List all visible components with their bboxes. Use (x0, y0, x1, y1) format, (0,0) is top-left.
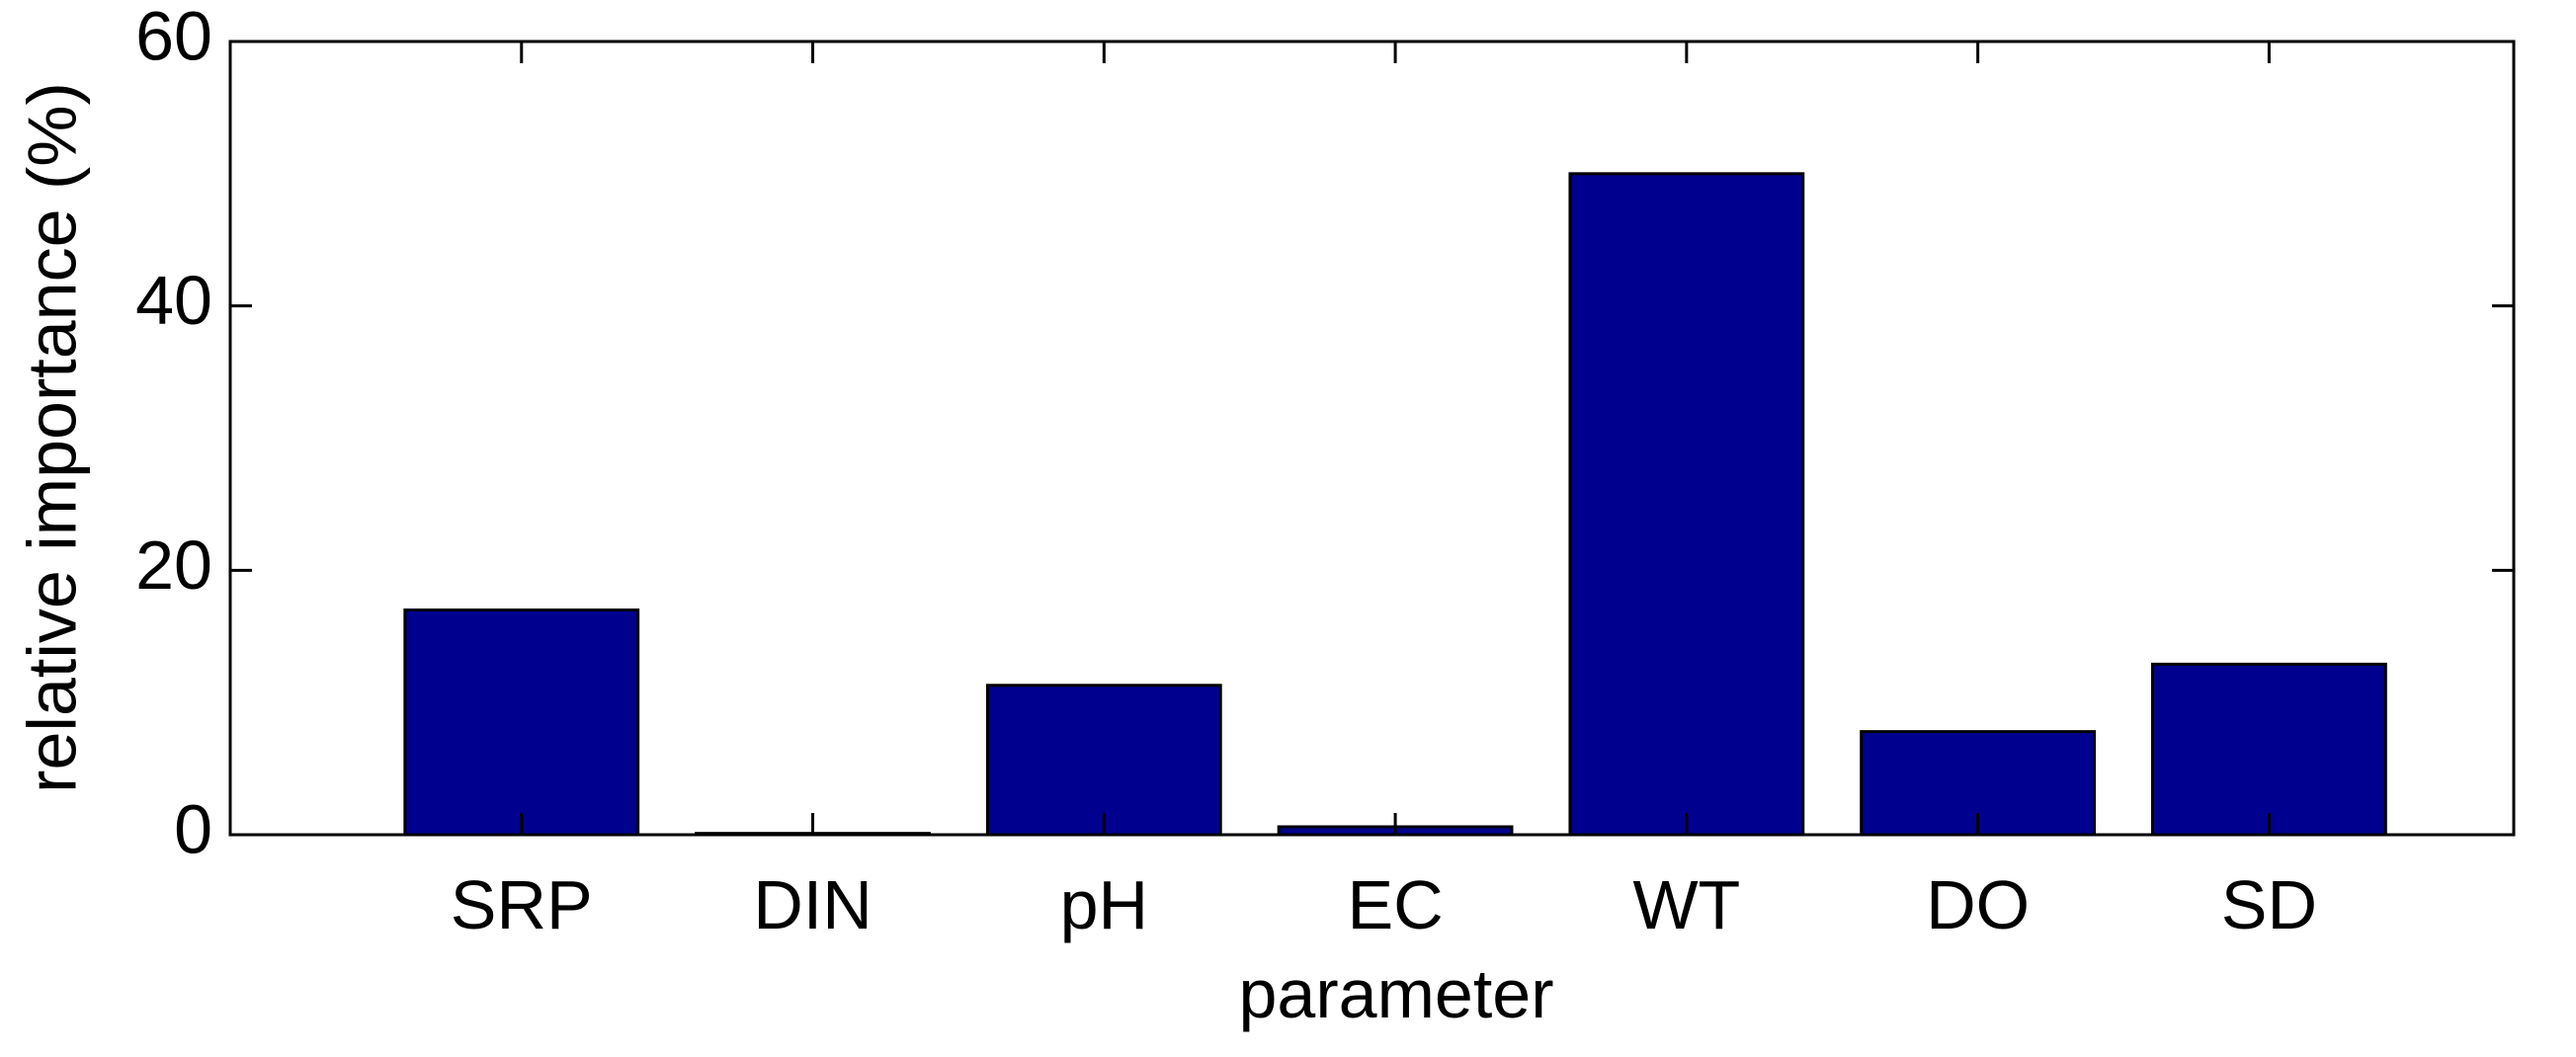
y-tick-label: 40 (135, 262, 212, 339)
x-tick-label: EC (1347, 866, 1443, 943)
y-tick-label: 0 (174, 790, 212, 867)
bar (985, 684, 1222, 837)
x-tick-label: DO (1926, 866, 2030, 943)
x-tick-label: SD (2221, 866, 2317, 943)
x-axis-label: parameter (1238, 955, 1553, 1032)
x-tick-label: pH (1060, 866, 1148, 943)
y-axis-label: relative importance (%) (13, 82, 90, 793)
y-tick-label: 20 (135, 527, 212, 604)
x-tick-label: WT (1632, 866, 1740, 943)
x-tick-label: SRP (451, 866, 593, 943)
bar (2150, 662, 2387, 837)
bar (1568, 172, 1805, 837)
y-tick-label: 60 (135, 0, 212, 74)
bar (403, 608, 640, 837)
x-tick-label: DIN (753, 866, 873, 943)
